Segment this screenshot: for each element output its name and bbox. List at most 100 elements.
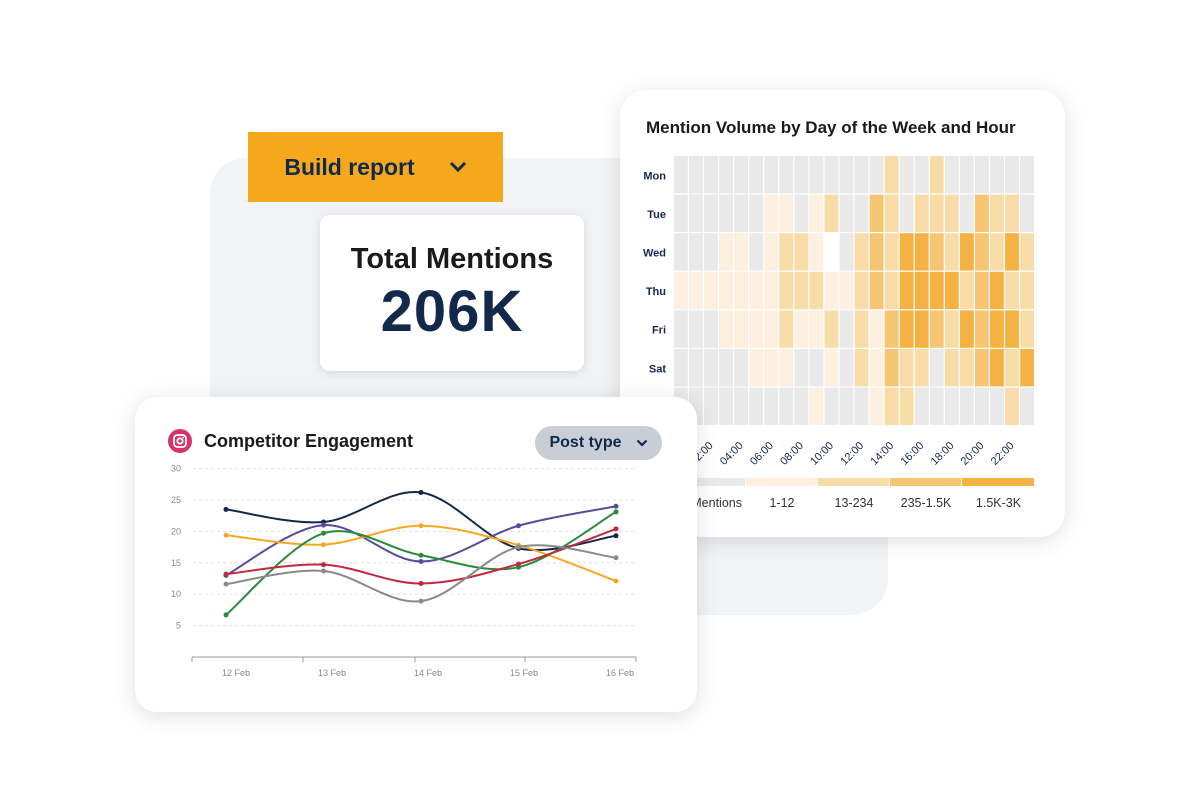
heatmap-cell: [899, 387, 914, 425]
legend-label: 235-1.5K: [901, 496, 952, 510]
heatmap-cell: [899, 349, 914, 387]
heatmap-cell: [704, 387, 718, 425]
hour-label: 14:00: [868, 440, 896, 468]
heatmap-cell: [779, 271, 794, 310]
heatmap-cell: [749, 194, 764, 232]
x-tick-label: 12 Feb: [222, 668, 250, 678]
data-point: [418, 581, 424, 587]
heatmap-cell: [944, 310, 959, 348]
heatmap-cell: [764, 387, 779, 425]
heatmap-cell: [674, 156, 688, 194]
heatmap-cell: [975, 349, 989, 387]
heatmap-cell: [884, 156, 899, 194]
heatmap-cell: [959, 233, 974, 271]
heatmap-cell: [749, 156, 764, 194]
series-line: [225, 491, 617, 552]
heatmap-cell: [794, 271, 809, 310]
build-report-label: Build report: [284, 153, 415, 180]
heatmap-cell: [990, 156, 1004, 194]
heatmap-cell: [734, 156, 749, 194]
heatmap-cell: [764, 233, 779, 271]
heatmap-cell: [1020, 387, 1034, 425]
heatmap-cell: [929, 349, 944, 387]
heatmap-cell: [839, 156, 854, 194]
heatmap-cell: [839, 233, 854, 271]
data-point: [613, 555, 619, 561]
heatmap-cell: [975, 310, 989, 348]
heatmap-cell: [854, 194, 869, 232]
heatmap-cell: [884, 194, 899, 232]
heatmap-cell: [914, 194, 929, 232]
heatmap-cell: [854, 349, 869, 387]
heatmap-cell: [794, 349, 809, 387]
data-point: [418, 523, 424, 529]
heatmap-cell: [1020, 310, 1034, 348]
heatmap-cell: [719, 310, 733, 348]
post-type-label: Post type: [549, 434, 622, 451]
heatmap-cell: [869, 310, 884, 348]
heatmap-cell: [794, 310, 809, 348]
hour-label: 10:00: [808, 440, 836, 468]
heatmap-cell: [734, 310, 749, 348]
heatmap-cell: [884, 233, 899, 271]
instagram-icon: [168, 429, 192, 453]
row-label: Sat: [649, 363, 666, 375]
heatmap-cell: [944, 233, 959, 271]
hour-label: 16:00: [898, 440, 926, 468]
heatmap-cell: [809, 310, 824, 348]
total-mentions-title: Total Mentions: [350, 243, 554, 275]
heatmap-cell: [839, 194, 854, 232]
y-tick-label: 5: [176, 621, 181, 631]
heatmap-cell: [809, 156, 824, 194]
row-label: Wed: [643, 248, 666, 260]
data-point: [321, 522, 326, 528]
series-line: [225, 505, 617, 577]
heatmap-cell: [1020, 271, 1034, 310]
heatmap-cell: [929, 233, 944, 271]
heatmap-cell: [779, 387, 794, 425]
heatmap-cell: [809, 194, 824, 232]
data-point: [321, 530, 326, 536]
heatmap-cell: [959, 194, 974, 232]
heatmap-cell: [809, 271, 824, 310]
y-tick-label: 15: [171, 558, 181, 568]
data-point: [613, 526, 619, 532]
heatmap-cell: [914, 271, 929, 310]
data-point: [223, 612, 229, 618]
heatmap-cell: [749, 349, 764, 387]
heatmap-cell: [929, 156, 944, 194]
legend-swatch: [746, 478, 817, 486]
heatmap-cell: [764, 156, 779, 194]
heatmap-cell: [884, 310, 899, 348]
build-report-button[interactable]: Build report: [248, 132, 503, 202]
heatmap-cell: [764, 310, 779, 348]
row-label: Fri: [652, 325, 666, 337]
heatmap-cell: [975, 271, 989, 310]
heatmap-cell: [854, 271, 869, 310]
hour-label: 22:00: [989, 440, 1017, 468]
chevron-down-icon: [449, 161, 466, 173]
heatmap-cell: [975, 387, 989, 425]
row-label: Mon: [643, 170, 666, 182]
heatmap-cell: [734, 387, 749, 425]
heatmap-cell: [779, 156, 794, 194]
heatmap-cell: [719, 233, 733, 271]
heatmap-cell: [719, 194, 733, 232]
heatmap-cell: [809, 233, 824, 271]
heatmap-cell: [959, 387, 974, 425]
heatmap-cell: [990, 387, 1004, 425]
data-point: [321, 562, 326, 568]
post-type-dropdown[interactable]: Post type: [535, 426, 662, 460]
heatmap-cell: [719, 349, 733, 387]
heatmap-cell: [674, 310, 688, 348]
heatmap-cell: [959, 310, 974, 348]
heatmap-cell: [749, 310, 764, 348]
heatmap-cell: [1005, 349, 1019, 387]
heatmap-cell: [839, 271, 854, 310]
data-point: [613, 533, 619, 539]
heatmap-cell: [990, 233, 1004, 271]
heatmap-cell: [794, 233, 809, 271]
heatmap-title: Mention Volume by Day of the Week and Ho…: [646, 118, 1016, 137]
heatmap-cell: [764, 349, 779, 387]
heatmap-cell: [779, 349, 794, 387]
